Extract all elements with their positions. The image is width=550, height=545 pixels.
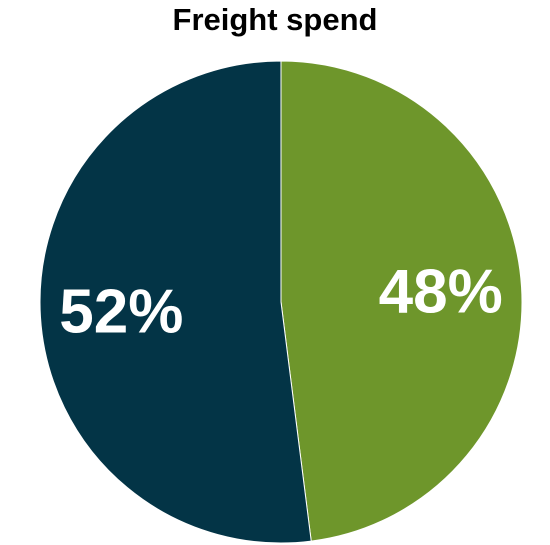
chart-title: Freight spend (172, 2, 378, 37)
pie-slice-1 (280, 60, 523, 542)
pie-data-label-2: 52% (59, 278, 183, 347)
pie-labels: 48% 52% (59, 257, 502, 346)
pie-data-label-1: 48% (379, 257, 503, 326)
pie-slice-2 (39, 60, 312, 544)
pie-slices (39, 60, 523, 544)
